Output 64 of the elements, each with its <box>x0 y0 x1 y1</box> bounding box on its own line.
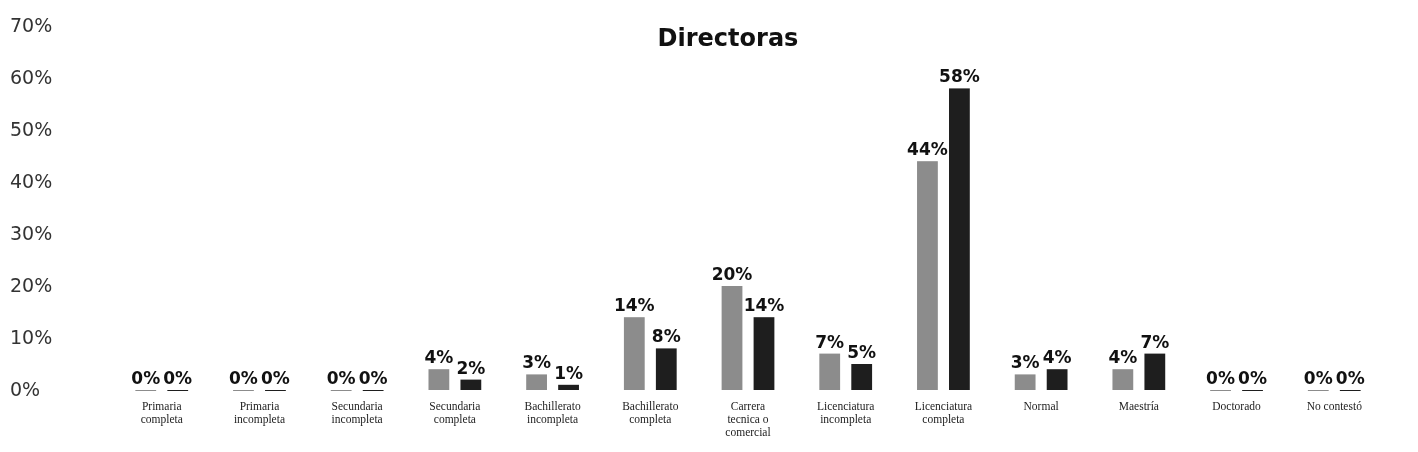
data-label: 5% <box>847 342 877 362</box>
bar <box>721 286 743 390</box>
bar <box>428 369 450 390</box>
x-tick-label: Primaria incompleta <box>233 400 285 426</box>
data-label: 0% <box>261 368 290 388</box>
x-tick-label: Secundaria incompleta <box>331 400 383 426</box>
data-label: 4% <box>1108 347 1138 368</box>
data-label: 0% <box>229 368 258 388</box>
y-tick-label: 0% <box>10 377 41 400</box>
data-label: 20% <box>711 264 753 284</box>
data-label: 0% <box>1303 368 1333 388</box>
chart-title: Directoras <box>657 24 799 52</box>
x-tick-label: Primaria completa <box>140 400 183 426</box>
bar <box>558 384 579 390</box>
bar <box>526 374 547 390</box>
bar <box>917 161 938 390</box>
x-tick-label: Normal <box>1023 400 1059 412</box>
bar <box>460 379 482 390</box>
data-label: 3% <box>1010 352 1040 373</box>
bar <box>1144 353 1166 390</box>
data-label: 4% <box>424 347 454 368</box>
x-tick-label: Maestría <box>1118 400 1159 412</box>
y-tick-label: 20% <box>10 273 53 296</box>
y-tick-label: 10% <box>10 325 53 348</box>
data-label: 0% <box>358 368 388 388</box>
data-label: 2% <box>456 357 486 378</box>
data-label: 0% <box>1238 368 1267 388</box>
y-tick-label: 50% <box>10 117 53 140</box>
bar <box>851 364 873 390</box>
bar <box>1046 369 1068 390</box>
bar <box>623 317 645 390</box>
data-label: 58% <box>939 66 980 87</box>
bar <box>655 348 677 390</box>
bar <box>819 353 841 390</box>
x-tick-label: No contestó <box>1306 400 1363 412</box>
data-label: 8% <box>651 326 681 347</box>
y-tick-label: 70% <box>10 13 53 36</box>
data-label: 0% <box>1206 368 1235 388</box>
x-tick-label: Doctorado <box>1212 400 1262 412</box>
x-tick-label: Bachillerato completa <box>622 400 679 426</box>
x-tick-label: Bachillerato incompleta <box>524 400 581 426</box>
data-label: 7% <box>1140 331 1170 352</box>
data-label: 3% <box>522 352 552 373</box>
y-tick-label: 30% <box>10 221 53 244</box>
bar <box>1014 374 1036 390</box>
x-tick-label: Licenciatura completa <box>914 400 973 426</box>
bar <box>949 88 970 390</box>
data-label: 1% <box>554 362 584 383</box>
x-tick-label: Secundaria completa <box>429 400 481 426</box>
data-label: 4% <box>1042 347 1072 368</box>
x-tick-label: Licenciatura incompleta <box>816 400 875 426</box>
data-label: 0% <box>163 368 193 388</box>
data-label: 0% <box>326 368 356 388</box>
data-label: 44% <box>907 139 948 160</box>
y-tick-label: 60% <box>10 65 53 88</box>
data-label: 7% <box>815 331 845 352</box>
bar <box>1112 369 1134 390</box>
bar <box>753 317 775 390</box>
data-label: 14% <box>743 295 785 316</box>
x-tick-label: Carrera tecnica o comercial <box>725 400 771 438</box>
data-label: 0% <box>1335 368 1365 388</box>
data-label: 14% <box>613 295 655 316</box>
y-tick-label: 40% <box>10 169 53 192</box>
data-label: 0% <box>131 368 161 388</box>
